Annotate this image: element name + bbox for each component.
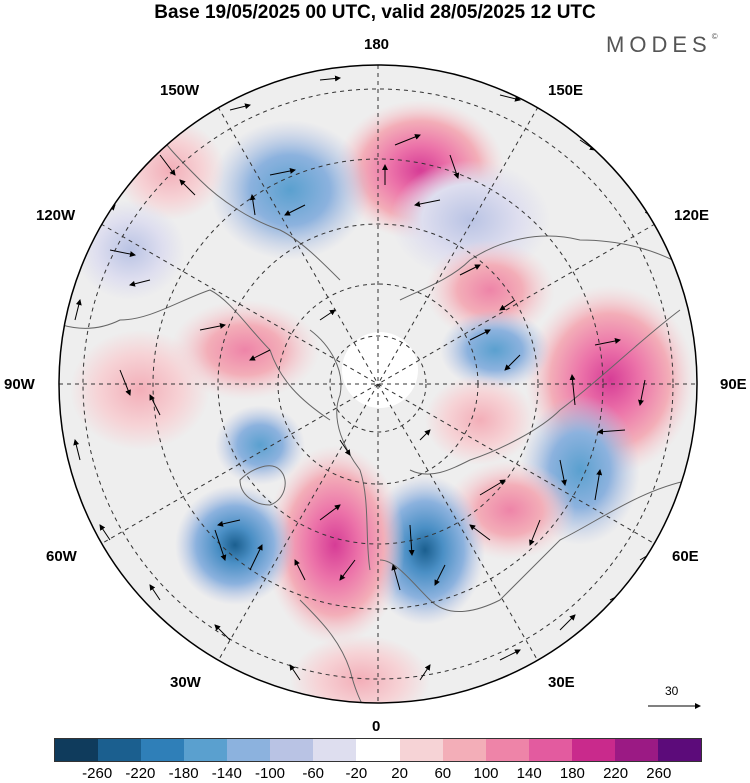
map-boundary [58,64,698,704]
lon-label-120e: 120E [674,207,710,224]
colorbar-segment [55,739,99,761]
anomaly-labrador-low [175,485,295,605]
anomaly-subtropical-high [290,635,430,703]
lon-label-150w: 150W [160,82,200,99]
colorbar-segment [399,739,443,761]
colorbar-tick-label: 60 [434,765,452,782]
colorbar-tick-label: -20 [345,765,368,782]
colorbar-segment [184,739,228,761]
anomaly-west-canada-high [70,330,210,450]
modes-logo: MODES© [606,32,718,57]
colorbar-tick-label: -140 [211,765,242,782]
reference-vector-label: 30 [665,684,679,698]
coastlines [61,119,691,703]
colorbar-segment [141,739,185,761]
colorbar-segment [571,739,615,761]
colorbar-tick-label: 180 [559,765,585,782]
colorbar-tick-label: -60 [302,765,325,782]
map-field [59,65,697,703]
colorbar-tick-label: 140 [516,765,542,782]
anomaly-laptev-high [425,240,555,340]
lon-label-120w: 120W [36,207,76,224]
lon-label-30e: 30E [548,674,575,691]
colorbar-segment [98,739,142,761]
map-title: Base 19/05/2025 00 UTC, valid 28/05/2025… [154,2,596,23]
colorbar-segment [614,739,658,761]
colorbar-segment [442,739,486,761]
lon-label-30w: 30W [170,674,201,691]
anomaly-aleutian-low [210,120,370,260]
polar-cap [342,332,418,408]
lon-label-0: 0 [372,718,381,735]
colorbar-segment [485,739,529,761]
anomaly-kara-low [440,310,550,390]
colorbar-segment [356,739,400,761]
colorbar-tick-label: 100 [473,765,499,782]
anomaly-barents-high [425,375,535,465]
lon-label-90w: 90W [4,376,35,393]
colorbar-tick-label: -180 [168,765,199,782]
colorbar-tick-label: 260 [646,765,672,782]
colorbar-segment [227,739,271,761]
lon-label-180: 180 [364,36,390,53]
colorbar-tick-label: -260 [82,765,113,782]
colorbar-tick-label: 20 [391,765,408,782]
colorbar-segment [270,739,314,761]
graticule [59,65,697,703]
lon-label-60w: 60W [46,548,77,565]
lon-label-150e: 150E [548,82,584,99]
lon-label-60e: 60E [672,548,699,565]
lon-label-90e: 90E [720,376,747,393]
colorbar-tick-label: -100 [254,765,286,782]
colorbar-segment [528,739,572,761]
colorbar-tick-label: 220 [603,765,629,782]
colorbar-segment [657,739,701,761]
colorbar-tick-label: -220 [125,765,156,782]
colorbar-segment [313,739,357,761]
colorbar [54,738,702,762]
anomaly-greenland-low [215,405,305,485]
